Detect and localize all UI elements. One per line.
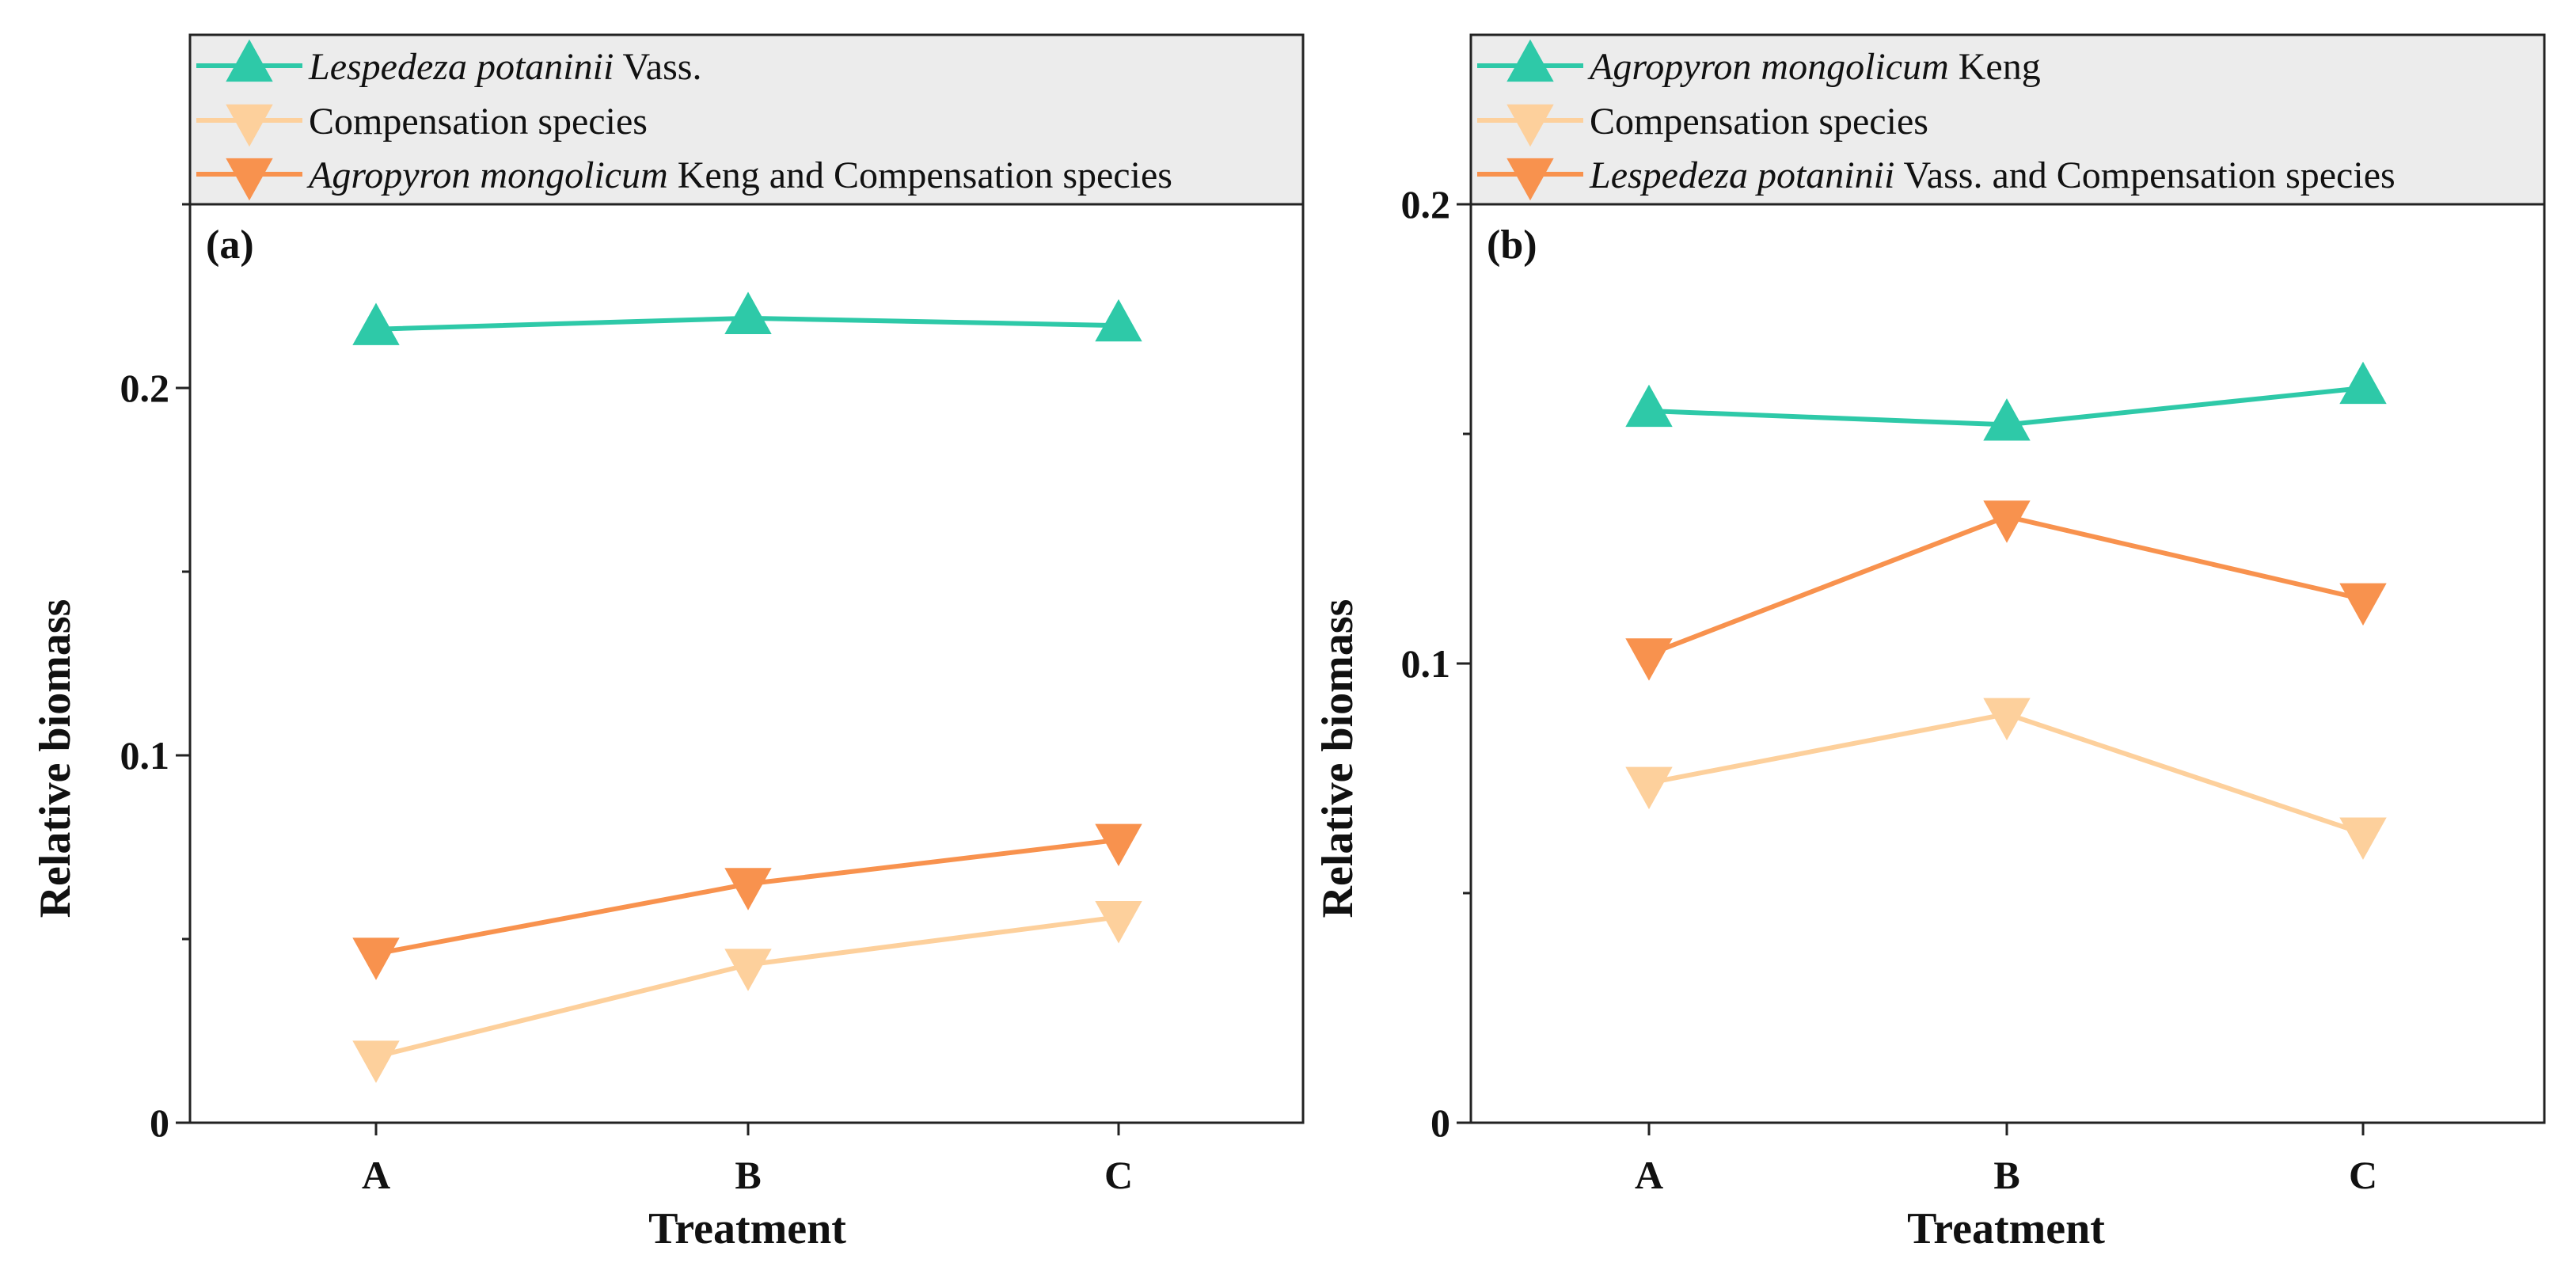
data-point <box>2339 361 2387 405</box>
y-tick-label: 0.2 <box>120 366 170 410</box>
data-point <box>2339 817 2387 860</box>
data-point <box>724 868 772 911</box>
legend-marker <box>226 158 273 201</box>
data-point <box>724 949 772 991</box>
data-point <box>1095 298 1142 342</box>
data-point <box>1095 823 1142 867</box>
x-axis-title: Treatment <box>1907 1204 2105 1253</box>
data-point <box>1625 638 1673 681</box>
y-axis-title: Relative biomass <box>1313 599 1362 918</box>
data-point <box>1625 766 1673 810</box>
legend-marker <box>1506 104 1554 147</box>
legend-marker <box>226 104 273 147</box>
legend-entry-italic: Lespedeza potaninii <box>308 46 614 88</box>
x-tick-label: B <box>735 1153 761 1197</box>
data-point <box>1625 384 1673 428</box>
legend-entry-text: Keng <box>1949 46 2041 88</box>
data-point <box>352 937 400 980</box>
x-tick-label: C <box>1104 1153 1133 1197</box>
legend-marker <box>226 39 273 82</box>
x-tick-label: C <box>2349 1153 2377 1197</box>
data-point <box>1095 901 1142 944</box>
legend-entry-text: Compensation species <box>1590 101 1928 143</box>
data-point <box>724 291 772 334</box>
x-tick-label: B <box>1993 1153 2019 1197</box>
data-point <box>1983 698 2031 741</box>
data-point <box>2339 583 2387 626</box>
y-tick-label: 0.1 <box>1401 641 1451 686</box>
x-tick-label: A <box>1635 1153 1663 1197</box>
y-tick-label: 0 <box>1430 1101 1450 1145</box>
legend-marker <box>1506 158 1554 201</box>
y-tick-label: 0.2 <box>1401 182 1451 226</box>
legend-entry-italic: Agropyron mongolicum <box>1587 46 1949 88</box>
panel-a: Lespedeza potaninii Vass. Compensation sp… <box>31 33 1305 1253</box>
y-tick-label: 0 <box>150 1101 169 1145</box>
data-point <box>1983 500 2031 543</box>
data-point <box>352 1040 400 1083</box>
panel-label: (b) <box>1487 222 1537 268</box>
x-axis-title: Treatment <box>648 1204 846 1253</box>
legend-marker <box>1506 39 1554 82</box>
legend-entry-italic: Agropyron mongolicum <box>306 154 668 196</box>
legend-entry: Agropyron mongolicum Keng and Compensati… <box>306 154 1172 196</box>
legend-entry-text: Vass. and Compensation species <box>1894 154 2395 196</box>
y-tick-label: 0.1 <box>120 733 170 778</box>
legend-entry-italic: Lespedeza potaninii <box>1589 154 1894 196</box>
plot-frame <box>188 203 1305 1124</box>
legend-entry-text: Vass. <box>614 46 701 88</box>
panel-label: (a) <box>206 222 254 268</box>
x-tick-label: A <box>362 1153 390 1197</box>
legend-entry: Lespedeza potaninii Vass. <box>308 46 701 88</box>
legend-entry: Compensation species <box>309 101 648 143</box>
legend-box <box>1469 33 2546 206</box>
legend-entry-text: Keng and Compensation species <box>668 154 1172 196</box>
panel-b: Agropyron mongolicum Keng Compensation sp… <box>1313 33 2546 1253</box>
legend-entry-text: Compensation species <box>309 101 648 143</box>
legend-entry: Agropyron mongolicum Keng <box>1587 46 2041 88</box>
data-point <box>352 302 400 345</box>
plot-frame <box>1469 203 2546 1124</box>
y-axis-title: Relative biomass <box>31 599 80 918</box>
legend-entry: Compensation species <box>1590 101 1928 143</box>
legend-entry: Lespedeza potaninii Vass. and Compensati… <box>1589 154 2396 196</box>
data-point <box>1983 398 2031 441</box>
legend-box <box>188 33 1305 206</box>
